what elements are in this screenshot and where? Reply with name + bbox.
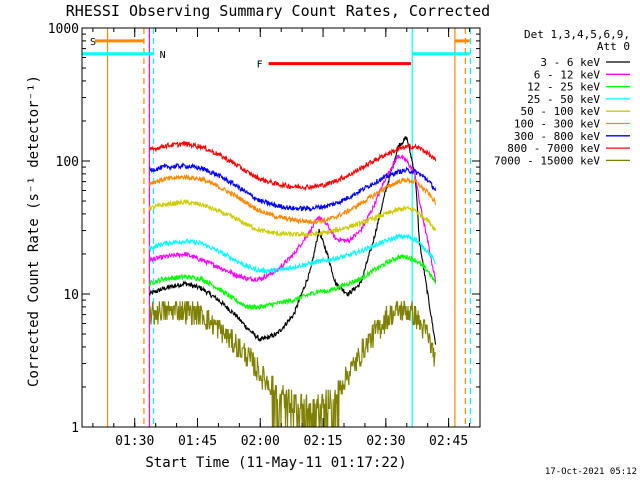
y-tick-label: 1 bbox=[71, 421, 79, 436]
legend-header: Att 0 bbox=[597, 40, 630, 53]
legend-label: 50 - 100 keV bbox=[521, 105, 601, 118]
legend-label: 100 - 300 keV bbox=[514, 118, 600, 131]
legend-label: 3 - 6 keV bbox=[540, 56, 600, 69]
series-line bbox=[148, 174, 437, 226]
legend-header: Det 1,3,4,5,6,9, bbox=[524, 28, 630, 41]
band-label: N bbox=[160, 50, 166, 61]
series-line bbox=[148, 232, 436, 275]
plot-frame bbox=[81, 27, 481, 428]
series-line bbox=[148, 300, 436, 428]
series-line bbox=[148, 135, 437, 345]
chart-title: RHESSI Observing Summary Count Rates, Co… bbox=[66, 2, 490, 20]
x-tick-label: 02:00 bbox=[241, 434, 280, 449]
x-axis-label: Start Time (11-May-11 01:17:22) bbox=[145, 455, 406, 471]
y-tick-label: 100 bbox=[56, 155, 79, 170]
legend-label: 800 - 7000 keV bbox=[507, 142, 600, 155]
legend-label: 7000 - 15000 keV bbox=[494, 154, 600, 167]
series-lines bbox=[148, 135, 437, 428]
y-tick-label: 1000 bbox=[48, 22, 79, 37]
series-line bbox=[148, 253, 437, 311]
legend-label: 12 - 25 keV bbox=[527, 81, 600, 94]
legend-label: 6 - 12 keV bbox=[534, 68, 601, 81]
axes: 1 10 100 1000 01:30 01:45 02:00 02:15 02:30 02:45 bbox=[48, 22, 481, 449]
y-tick-label: 10 bbox=[63, 288, 79, 303]
y-axis-label: Corrected Count Rate (s⁻¹ detector⁻¹) bbox=[26, 75, 42, 387]
x-tick-label: 02:15 bbox=[303, 434, 342, 449]
series-line bbox=[148, 140, 437, 192]
time-markers bbox=[106, 28, 471, 427]
x-tick-label: 02:30 bbox=[366, 434, 405, 449]
timestamp: 17-Oct-2021 05:12 bbox=[545, 467, 637, 477]
attenuator-bands: S N F bbox=[82, 37, 470, 71]
series-line bbox=[148, 198, 437, 238]
band-label: F bbox=[257, 60, 263, 71]
band-label: S bbox=[90, 37, 96, 48]
legend-label: 300 - 800 keV bbox=[514, 130, 600, 143]
x-tick-label: 02:45 bbox=[429, 434, 468, 449]
series-line bbox=[148, 162, 437, 212]
legend-label: 25 - 50 keV bbox=[527, 93, 600, 106]
x-tick-label: 01:30 bbox=[115, 434, 154, 449]
x-tick-label: 01:45 bbox=[178, 434, 217, 449]
